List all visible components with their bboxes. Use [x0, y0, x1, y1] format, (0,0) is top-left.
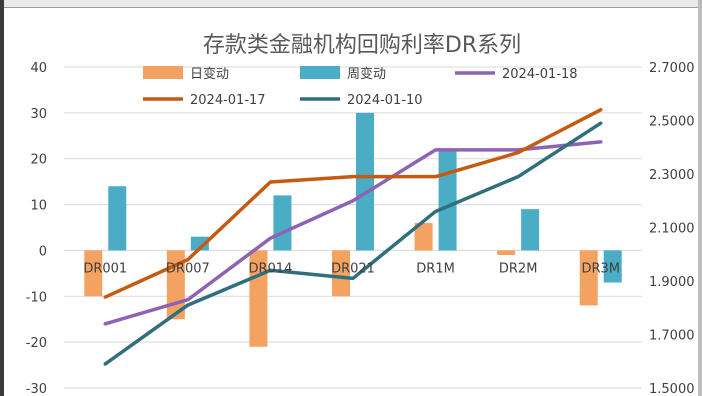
right-tick-label: 2.7000: [649, 61, 695, 76]
category-labels: DR001 DR007 DR014 DR021 DR1M DR2M DR3M: [83, 261, 620, 276]
category-label: DR021: [331, 261, 375, 276]
left-tick-label: -30: [26, 382, 47, 396]
chart-title: 存款类金融机构回购利率DR系列: [203, 33, 521, 58]
line-series-1: [103, 140, 603, 326]
legend-swatch: [143, 66, 183, 79]
category-label: DR014: [248, 261, 292, 276]
bar-weekly-change: [108, 186, 127, 251]
left-tick-label: 20: [30, 153, 47, 168]
line-series-3: [103, 121, 603, 366]
right-axis-ticks: 1.5000 1.7000 1.9000 2.1000 2.3000 2.5000 2.70…: [649, 61, 695, 396]
category-label: DR3M: [581, 261, 620, 276]
right-tick-label: 2.3000: [649, 168, 695, 183]
bar-weekly-change: [603, 250, 622, 283]
window-right-border: [698, 0, 702, 396]
bar-daily-change: [497, 250, 516, 256]
legend-label: 2024-01-17: [190, 93, 266, 108]
gridlines: [64, 66, 642, 389]
left-tick-label: -10: [26, 290, 47, 305]
right-tick-label: 2.5000: [649, 115, 695, 130]
bar-weekly-change: [356, 112, 374, 251]
left-axis-ticks: -30 -20 -10 0 10 20 30 40: [26, 61, 47, 396]
left-tick-label: 10: [30, 199, 47, 214]
bar-daily-change: [579, 250, 598, 306]
legend-label: 2024-01-10: [347, 93, 423, 108]
legend-label: 周变动: [347, 66, 386, 82]
bar-weekly-change: [438, 149, 457, 251]
window-left-border: [0, 0, 4, 396]
legend-label: 日变动: [190, 66, 229, 82]
line-series-2: [103, 108, 603, 299]
right-tick-label: 1.7000: [649, 329, 695, 344]
right-tick-label: 1.5000: [649, 382, 695, 396]
right-tick-label: 2.1000: [649, 222, 695, 237]
category-label: DR001: [83, 261, 127, 276]
left-tick-label: 40: [30, 61, 47, 76]
category-label: DR1M: [416, 261, 455, 276]
bar-daily-change: [414, 222, 433, 251]
left-tick-label: -20: [26, 336, 47, 351]
right-tick-label: 1.9000: [649, 275, 695, 290]
left-tick-label: 30: [30, 107, 47, 122]
legend: 日变动 周变动 2024-01-18 2024-01-17 2024-01-10: [143, 66, 578, 108]
bar-weekly-change: [273, 195, 292, 251]
category-label: DR007: [166, 261, 210, 276]
bar-daily-change: [84, 250, 103, 297]
category-label: DR2M: [499, 261, 538, 276]
legend-label: 2024-01-18: [502, 67, 578, 82]
lines: [103, 108, 603, 366]
legend-swatch: [300, 66, 340, 79]
left-tick-label: 0: [39, 244, 47, 259]
bar-daily-change: [332, 250, 350, 297]
window-top-border: [0, 0, 702, 8]
bar-weekly-change: [190, 236, 209, 251]
bar-weekly-change: [521, 209, 540, 251]
